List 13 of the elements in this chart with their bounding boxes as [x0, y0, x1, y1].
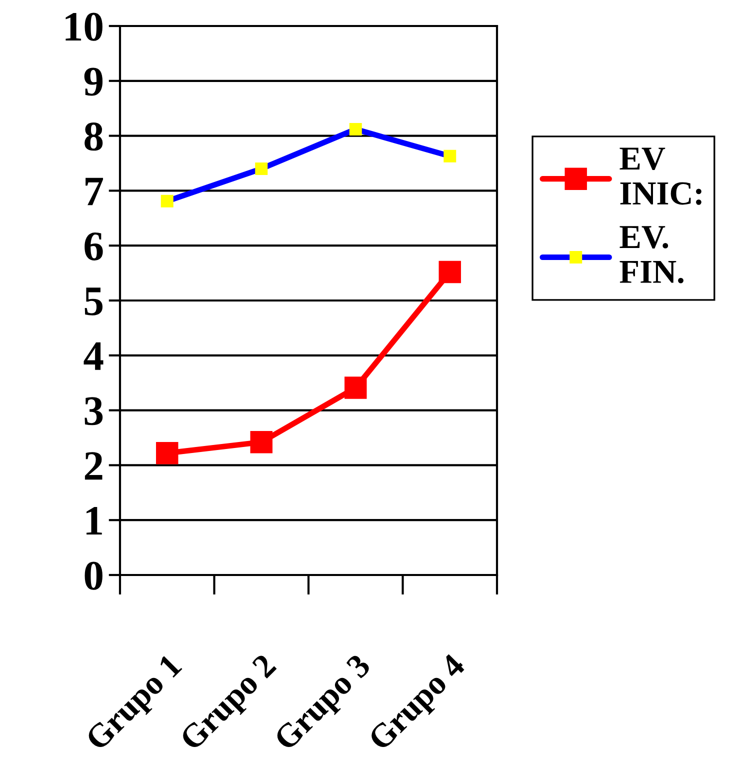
- y-tick-label: 2: [84, 452, 102, 480]
- legend-label: EV INIC:: [620, 148, 702, 205]
- y-tick-label: 4: [84, 342, 104, 370]
- y-tick-label: 0: [84, 562, 102, 590]
- y-tick-label: 9: [84, 68, 103, 96]
- y-tick-label: 6: [84, 232, 103, 260]
- y-tick-label: 7: [86, 178, 104, 206]
- legend-label: EV. FIN.: [620, 226, 684, 284]
- y-tick-label: 8: [84, 122, 103, 151]
- y-tick-label: 10: [66, 12, 102, 41]
- y-tick-label: 3: [84, 397, 103, 426]
- y-tick-label: 1: [86, 507, 102, 535]
- y-tick-label: 5: [84, 288, 103, 316]
